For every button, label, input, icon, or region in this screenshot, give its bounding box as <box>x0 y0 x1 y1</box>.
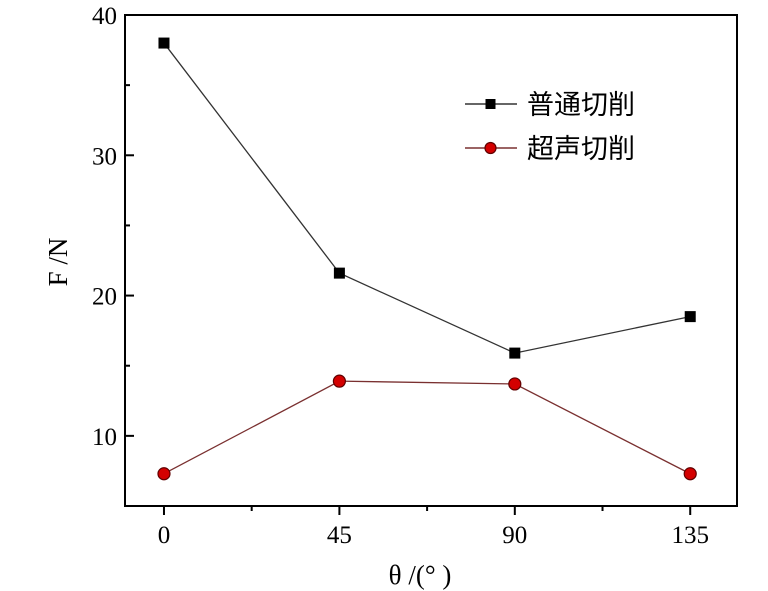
legend-label-1: 普通切削 <box>527 90 635 121</box>
x-tick-label: 0 <box>158 522 171 549</box>
data-point-circle <box>508 377 522 391</box>
y-tick-label: 10 <box>92 424 117 451</box>
legend-marker-circle <box>484 141 497 155</box>
x-tick-label: 45 <box>327 522 352 549</box>
x-axis-label: θ /(° ) <box>389 560 452 590</box>
legend-label-2: 超声切削 <box>527 134 635 165</box>
series-line-1 <box>163 42 691 354</box>
series-layer <box>157 37 697 481</box>
y-axis-ticks: 10 20 30 40 <box>92 3 134 451</box>
data-point-circle <box>157 467 171 481</box>
plot-frame <box>124 14 738 507</box>
y-tick-label: 30 <box>92 143 117 170</box>
x-tick-label: 135 <box>671 522 709 549</box>
y-axis-label: F /N <box>43 238 73 287</box>
y-tick-label: 40 <box>92 3 117 30</box>
series-line-2 <box>163 380 691 475</box>
data-point-circle <box>683 467 697 481</box>
data-point-square <box>158 37 170 49</box>
data-point-square <box>684 311 696 323</box>
data-point-square <box>333 267 345 279</box>
x-axis-ticks: 0 45 90 135 <box>158 506 709 549</box>
data-point-square <box>509 347 521 359</box>
data-point-circle <box>332 374 346 388</box>
x-tick-label: 90 <box>502 522 527 549</box>
legend-marker-square <box>485 99 496 109</box>
y-tick-label: 20 <box>92 284 117 311</box>
